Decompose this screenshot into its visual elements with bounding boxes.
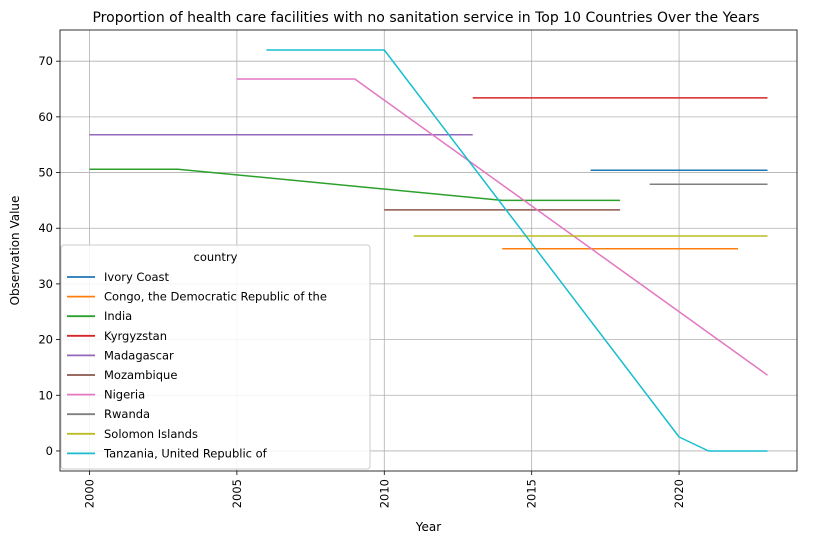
- axis-ticks: 2000 2005 2010 2015 2020 0 10 20 30 40 50 60 70: [38, 54, 686, 508]
- series-line: [89, 168, 621, 202]
- legend-label: Solomon Islands: [104, 427, 198, 441]
- x-axis-title: Year: [415, 520, 441, 534]
- legend-label: Madagascar: [104, 348, 174, 362]
- y-tick-label: 40: [38, 221, 53, 235]
- x-tick-label: 2015: [525, 479, 539, 508]
- legend-label: Ivory Coast: [104, 270, 170, 284]
- legend-label: Mozambique: [104, 368, 177, 382]
- y-axis-title: Observation Value: [8, 196, 22, 306]
- legend-label: India: [104, 309, 132, 323]
- legend-label: Congo, the Democratic Republic of the: [104, 290, 327, 304]
- y-tick-label: 30: [38, 277, 53, 291]
- x-tick-label: 2020: [672, 479, 686, 508]
- legend-box: [60, 244, 371, 470]
- legend-label: Tanzania, United Republic of: [103, 446, 268, 460]
- legend: country Ivory Coast Congo, the Democratic …: [60, 244, 371, 470]
- y-tick-label: 0: [46, 444, 53, 458]
- x-tick-label: 2005: [230, 479, 244, 508]
- plot-frame: [59, 29, 798, 472]
- chart-title: Proportion of health care facilities wit…: [92, 10, 759, 26]
- y-tick-label: 20: [38, 333, 53, 347]
- series-line: [236, 78, 768, 376]
- y-tick-label: 60: [38, 110, 53, 124]
- legend-label: Nigeria: [104, 388, 145, 402]
- series-line: [266, 49, 768, 452]
- y-tick-label: 70: [38, 54, 53, 68]
- legend-title: country: [194, 250, 238, 264]
- legend-label: Kyrgyzstan: [104, 329, 167, 343]
- series-lines: [89, 49, 768, 452]
- y-tick-label: 50: [38, 166, 53, 180]
- x-tick-label: 2000: [82, 479, 96, 508]
- x-tick-label: 2010: [377, 479, 391, 508]
- legend-label: Rwanda: [104, 407, 150, 421]
- y-tick-label: 10: [38, 388, 53, 402]
